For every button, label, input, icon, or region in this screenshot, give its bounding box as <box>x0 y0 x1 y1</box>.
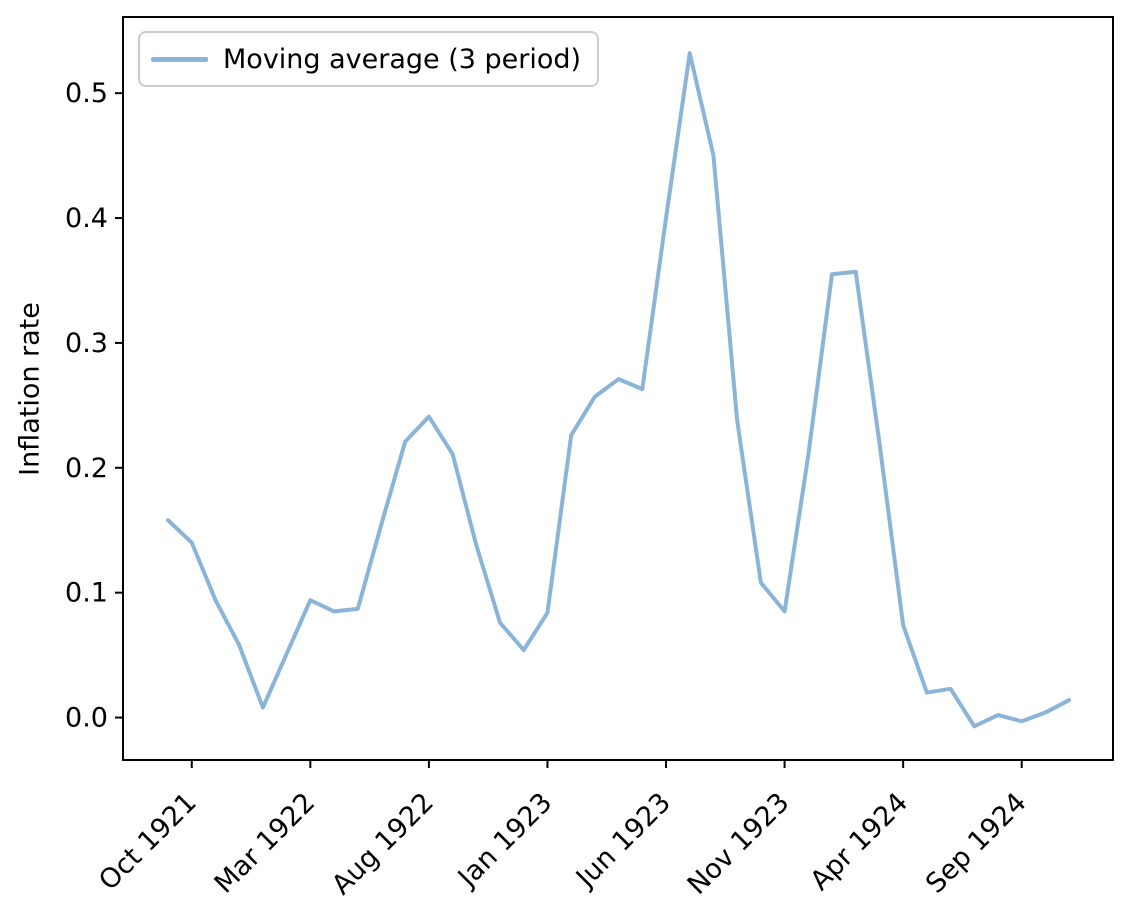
x-tick-label: Jan 1923 <box>451 787 558 894</box>
legend-label: Moving average (3 period) <box>223 43 582 75</box>
x-tick-label: Oct 1921 <box>93 787 203 897</box>
x-tick-label: Apr 1924 <box>804 787 914 897</box>
x-tick-label: Nov 1923 <box>682 787 796 901</box>
y-tick-label: 0.3 <box>65 328 108 359</box>
legend-line-swatch <box>151 56 208 62</box>
legend: Moving average (3 period) <box>138 31 600 87</box>
y-axis-label: Inflation rate <box>14 302 46 476</box>
y-tick-label: 0.4 <box>65 203 108 234</box>
y-tick-label: 0.2 <box>65 453 108 484</box>
x-tick-label: Jun 1923 <box>569 787 677 895</box>
x-tick-label: Aug 1922 <box>326 787 440 901</box>
y-tick-label: 0.1 <box>65 578 108 609</box>
x-tick-label: Sep 1924 <box>920 787 1033 900</box>
x-tick-label: Mar 1922 <box>209 787 322 900</box>
y-tick-label: 0.5 <box>65 78 108 109</box>
series-line <box>166 51 1072 729</box>
y-tick-label: 0.0 <box>65 703 108 734</box>
plot-border <box>122 16 1114 761</box>
